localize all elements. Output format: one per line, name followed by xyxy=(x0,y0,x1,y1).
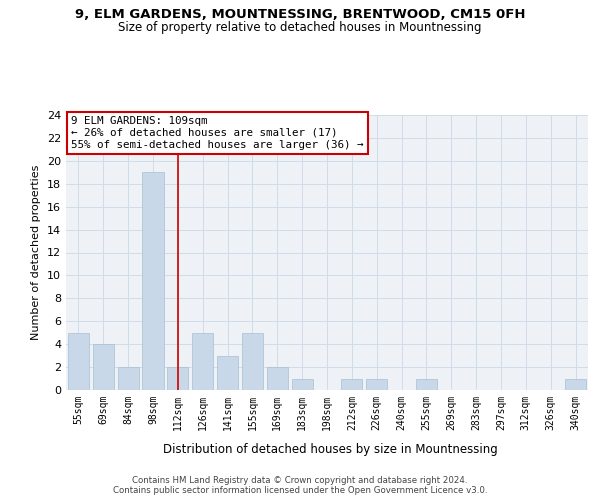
Bar xyxy=(118,367,139,390)
Bar xyxy=(267,367,288,390)
Bar xyxy=(68,332,89,390)
Bar xyxy=(341,378,362,390)
Bar xyxy=(93,344,114,390)
Bar xyxy=(366,378,387,390)
Y-axis label: Number of detached properties: Number of detached properties xyxy=(31,165,41,340)
Text: 9, ELM GARDENS, MOUNTNESSING, BRENTWOOD, CM15 0FH: 9, ELM GARDENS, MOUNTNESSING, BRENTWOOD,… xyxy=(75,8,525,20)
Bar xyxy=(142,172,164,390)
Text: Distribution of detached houses by size in Mountnessing: Distribution of detached houses by size … xyxy=(163,442,497,456)
Text: Size of property relative to detached houses in Mountnessing: Size of property relative to detached ho… xyxy=(118,21,482,34)
Bar xyxy=(416,378,437,390)
Bar xyxy=(292,378,313,390)
Text: Contains HM Land Registry data © Crown copyright and database right 2024.
Contai: Contains HM Land Registry data © Crown c… xyxy=(113,476,487,495)
Bar xyxy=(565,378,586,390)
Text: 9 ELM GARDENS: 109sqm
← 26% of detached houses are smaller (17)
55% of semi-deta: 9 ELM GARDENS: 109sqm ← 26% of detached … xyxy=(71,116,364,150)
Bar xyxy=(242,332,263,390)
Bar xyxy=(167,367,188,390)
Bar xyxy=(217,356,238,390)
Bar xyxy=(192,332,213,390)
